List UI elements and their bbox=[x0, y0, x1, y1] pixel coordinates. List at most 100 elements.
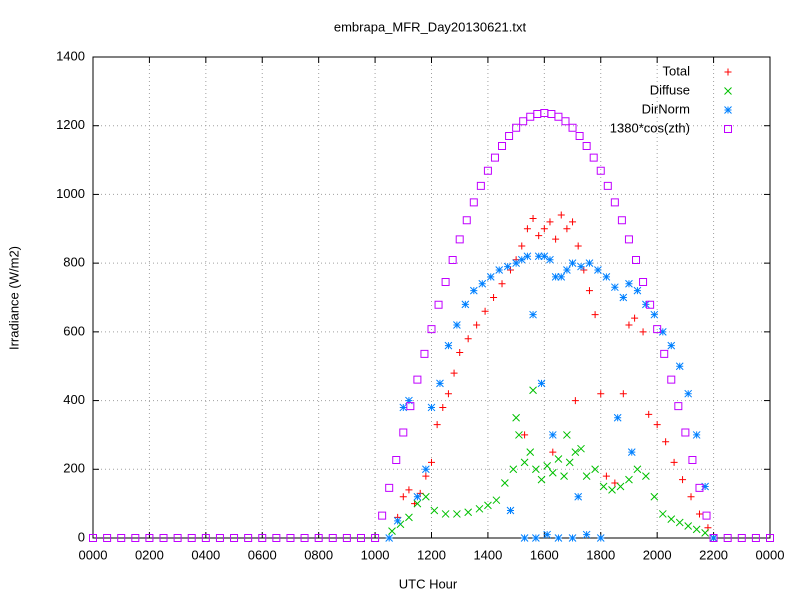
point bbox=[591, 311, 599, 319]
point bbox=[617, 216, 626, 225]
point bbox=[520, 534, 529, 542]
x-tick-label: 0600 bbox=[248, 547, 277, 562]
x-tick-label: 2000 bbox=[643, 547, 672, 562]
point bbox=[642, 472, 650, 481]
point bbox=[610, 198, 619, 207]
point bbox=[492, 496, 501, 505]
point bbox=[503, 262, 512, 271]
point bbox=[577, 444, 585, 453]
point bbox=[422, 465, 430, 474]
point bbox=[548, 431, 557, 439]
point bbox=[515, 431, 523, 439]
point bbox=[667, 515, 676, 523]
point bbox=[521, 431, 529, 439]
point bbox=[650, 310, 659, 319]
y-tick-label: 1000 bbox=[56, 186, 85, 201]
point bbox=[413, 492, 422, 501]
point bbox=[399, 493, 407, 501]
point bbox=[529, 386, 537, 395]
point bbox=[405, 486, 413, 494]
point bbox=[272, 534, 281, 542]
point bbox=[585, 287, 593, 295]
point bbox=[751, 534, 760, 542]
point bbox=[356, 534, 365, 542]
point bbox=[667, 375, 676, 384]
point bbox=[692, 525, 701, 534]
point bbox=[453, 321, 461, 329]
x-tick-label: 0200 bbox=[135, 547, 164, 562]
x-tick-label: 1800 bbox=[586, 547, 615, 562]
point bbox=[599, 482, 608, 491]
y-axis-label: Irradiance (W/m2) bbox=[6, 246, 21, 350]
point bbox=[131, 534, 140, 542]
point bbox=[616, 482, 625, 491]
point bbox=[462, 216, 471, 225]
point bbox=[582, 141, 591, 150]
point bbox=[427, 403, 436, 412]
y-tick-label: 1200 bbox=[56, 117, 85, 132]
point bbox=[533, 110, 542, 119]
point bbox=[413, 375, 422, 384]
point bbox=[450, 369, 458, 377]
point bbox=[554, 112, 563, 121]
point bbox=[574, 242, 582, 250]
point bbox=[633, 286, 642, 295]
point bbox=[737, 534, 746, 542]
point bbox=[675, 518, 684, 527]
point bbox=[540, 252, 549, 261]
point bbox=[631, 314, 639, 322]
point bbox=[568, 123, 577, 132]
point bbox=[695, 483, 704, 492]
point bbox=[645, 410, 653, 418]
legend-marker bbox=[724, 125, 732, 133]
point bbox=[535, 232, 543, 240]
point bbox=[537, 475, 546, 484]
point bbox=[571, 448, 580, 456]
point bbox=[103, 534, 112, 542]
point bbox=[476, 181, 485, 190]
point bbox=[658, 328, 667, 336]
point bbox=[582, 472, 591, 481]
point bbox=[681, 428, 690, 437]
point bbox=[563, 225, 571, 233]
point bbox=[464, 335, 472, 343]
point bbox=[662, 438, 670, 446]
point bbox=[532, 534, 540, 542]
point bbox=[314, 534, 323, 542]
legend-marker bbox=[724, 106, 732, 114]
point bbox=[215, 534, 224, 542]
x-tick-label: 0000 bbox=[756, 547, 785, 562]
point bbox=[434, 300, 443, 309]
point bbox=[684, 522, 693, 530]
point bbox=[526, 112, 535, 121]
point bbox=[549, 448, 557, 456]
point bbox=[653, 325, 662, 334]
point bbox=[569, 218, 577, 226]
point bbox=[286, 534, 295, 542]
point bbox=[469, 286, 478, 295]
point bbox=[646, 300, 655, 309]
point bbox=[448, 256, 457, 265]
legend-label: DirNorm bbox=[642, 101, 690, 116]
legend-label: Total bbox=[663, 63, 691, 78]
point bbox=[537, 379, 546, 388]
point bbox=[701, 528, 709, 537]
point bbox=[473, 321, 481, 329]
point bbox=[766, 534, 774, 542]
point bbox=[486, 273, 495, 281]
point bbox=[653, 421, 661, 429]
point bbox=[529, 310, 537, 319]
point bbox=[444, 390, 452, 398]
point bbox=[597, 390, 605, 398]
legend-marker bbox=[724, 68, 732, 76]
point bbox=[565, 458, 574, 467]
point bbox=[512, 413, 520, 422]
point bbox=[602, 472, 610, 480]
point bbox=[159, 534, 168, 542]
point bbox=[582, 530, 591, 539]
point bbox=[490, 153, 499, 162]
y-tick-label: 1400 bbox=[56, 48, 85, 63]
point bbox=[475, 504, 484, 513]
point bbox=[692, 431, 701, 439]
point bbox=[444, 341, 453, 350]
